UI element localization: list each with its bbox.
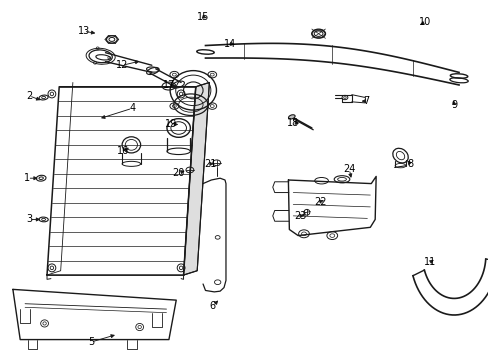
Text: 24: 24 [343, 164, 355, 174]
Text: 5: 5 [88, 337, 94, 347]
Text: 18: 18 [286, 118, 299, 128]
Text: 11: 11 [423, 257, 435, 267]
Polygon shape [183, 82, 209, 275]
Text: 20: 20 [172, 168, 184, 178]
Text: 10: 10 [418, 17, 430, 27]
Text: 22: 22 [313, 197, 325, 207]
Text: 9: 9 [450, 100, 456, 110]
Text: 15: 15 [197, 12, 209, 22]
Text: 3: 3 [26, 215, 32, 224]
Text: 14: 14 [224, 39, 236, 49]
Text: 17: 17 [163, 80, 175, 90]
Text: 13: 13 [77, 26, 89, 36]
Text: 23: 23 [294, 211, 306, 221]
Text: 19: 19 [165, 120, 177, 129]
Text: 16: 16 [116, 146, 128, 156]
Text: 1: 1 [24, 173, 31, 183]
Text: 21: 21 [204, 159, 216, 169]
Text: 12: 12 [116, 60, 128, 70]
Ellipse shape [288, 115, 294, 119]
Text: 8: 8 [407, 159, 412, 169]
Text: 4: 4 [129, 103, 135, 113]
Text: 2: 2 [26, 91, 32, 101]
Text: 6: 6 [209, 301, 215, 311]
Text: 7: 7 [363, 96, 369, 106]
